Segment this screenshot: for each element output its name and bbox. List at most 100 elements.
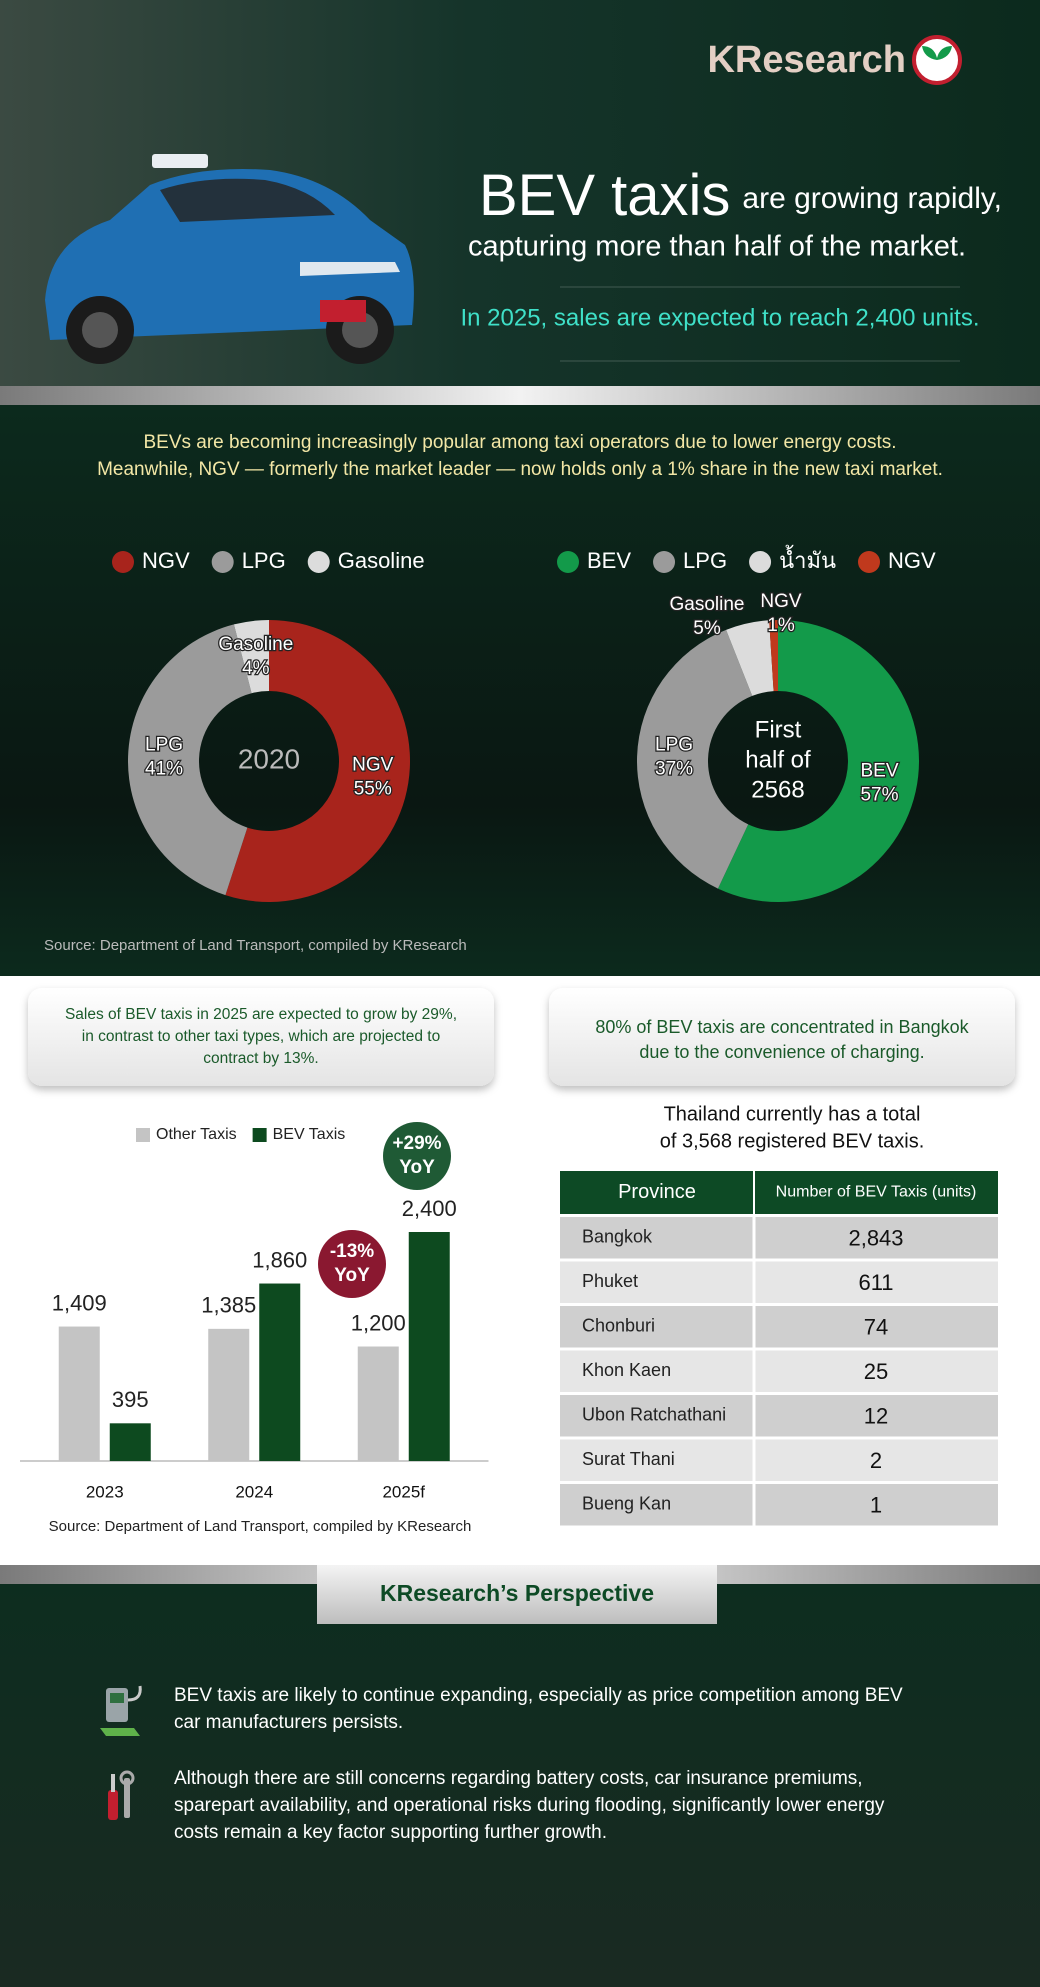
tools-icon xyxy=(108,1770,135,1820)
perspective-text: sparepart availability, and operational … xyxy=(174,1795,885,1816)
table-title: Thailand currently has a total xyxy=(664,1103,921,1125)
title-bold: BEV taxis xyxy=(479,163,730,228)
annotation-text: -13% xyxy=(330,1241,374,1262)
donut-slice xyxy=(717,620,920,902)
table-header-cell: Province xyxy=(618,1181,696,1203)
legend-swatch xyxy=(112,551,134,573)
slice-value: 4% xyxy=(242,658,270,679)
legend-label: LPG xyxy=(683,548,727,573)
annotation-bubble xyxy=(318,1230,386,1298)
slice-label: NGV xyxy=(760,591,802,612)
callout-box xyxy=(549,988,1015,1086)
value-label: 1,200 xyxy=(351,1310,406,1335)
center-label: 2020 xyxy=(238,743,300,774)
divider xyxy=(0,386,1040,405)
table-cell: 12 xyxy=(864,1404,888,1429)
table-header-cell: Number of BEV Taxis (units) xyxy=(776,1184,977,1201)
legend-swatch xyxy=(211,551,234,573)
table-row xyxy=(560,1439,998,1481)
table-cell: Chonburi xyxy=(582,1316,655,1336)
table-cell: Ubon Ratchathani xyxy=(582,1405,726,1425)
center-label: half of xyxy=(745,746,811,773)
value-label: 2,400 xyxy=(402,1196,457,1221)
x-tick-label: 2024 xyxy=(235,1482,273,1501)
slice-value: 41% xyxy=(145,759,183,780)
callout-text: 80% of BEV taxis are concentrated in Ban… xyxy=(595,1017,969,1037)
car-illustration xyxy=(45,154,414,364)
legend-swatch xyxy=(653,551,676,573)
slice-label: NGV xyxy=(352,754,394,775)
title-line: capturing more than half of the market. xyxy=(468,231,966,263)
table-cell: 74 xyxy=(864,1315,888,1340)
x-tick-label: 2025f xyxy=(382,1482,425,1501)
slice-label: Gasoline xyxy=(218,634,293,655)
legend-label: BEV Taxis xyxy=(273,1126,346,1143)
value-label: 1,385 xyxy=(201,1293,256,1318)
tab xyxy=(317,1565,717,1624)
annotation-bubble xyxy=(383,1122,451,1190)
bar xyxy=(208,1328,250,1461)
legend-swatch xyxy=(858,551,880,573)
logo-icon xyxy=(912,35,962,85)
table-cell: 2,843 xyxy=(848,1226,903,1251)
logo-text: KResearch xyxy=(707,39,906,81)
table-cell: 25 xyxy=(864,1359,888,1384)
legend-label: Gasoline xyxy=(338,548,425,573)
perspective-text: BEV taxis are likely to continue expandi… xyxy=(174,1685,903,1706)
donut-slice xyxy=(233,620,269,694)
slice-value: 57% xyxy=(860,785,898,806)
table-title: of 3,568 registered BEV taxis. xyxy=(660,1130,925,1152)
callout-text: Sales of BEV taxis in 2025 are expected … xyxy=(65,1006,457,1023)
intro-text: Meanwhile, NGV — formerly the market lea… xyxy=(97,459,943,480)
bar xyxy=(259,1283,301,1461)
annotation-text: +29% xyxy=(392,1133,441,1154)
table-row xyxy=(560,1217,998,1259)
legend-label: น้ำมัน xyxy=(779,545,836,573)
bar xyxy=(408,1232,450,1461)
legend-label: BEV xyxy=(587,548,631,573)
callout-text: contract by 13%. xyxy=(203,1050,318,1067)
donut-slice xyxy=(127,624,252,896)
value-label: 1,860 xyxy=(252,1247,307,1272)
callout-text: in contrast to other taxi types, which a… xyxy=(82,1028,440,1045)
charger-icon xyxy=(100,1685,142,1736)
slice-label: Gasoline xyxy=(670,594,745,615)
table-row xyxy=(560,1395,998,1437)
bar xyxy=(58,1326,100,1461)
legend-swatch xyxy=(136,1128,150,1142)
table-row xyxy=(560,1306,998,1348)
table-header xyxy=(560,1171,998,1214)
source: Source: Department of Land Transport, co… xyxy=(44,937,467,954)
slice-value: 1% xyxy=(767,615,795,636)
slice-value: 55% xyxy=(354,778,392,799)
center-label: First xyxy=(755,716,802,743)
perspective-text: car manufacturers persists. xyxy=(174,1712,403,1733)
section-title: KResearch’s Perspective xyxy=(380,1580,654,1606)
legend-label: LPG xyxy=(242,548,286,573)
table-row xyxy=(560,1350,998,1392)
table-row xyxy=(560,1261,998,1303)
table-row xyxy=(560,1484,998,1526)
table-cell: Surat Thani xyxy=(582,1449,675,1469)
slice-value: 37% xyxy=(655,759,693,780)
callout-box xyxy=(28,988,494,1086)
callout-text: due to the convenience of charging. xyxy=(639,1042,924,1062)
slice-label: LPG xyxy=(145,735,183,756)
bar xyxy=(109,1423,151,1461)
value-label: 395 xyxy=(112,1387,149,1412)
bar xyxy=(357,1346,399,1461)
table-cell: Bueng Kan xyxy=(582,1494,671,1514)
x-tick-label: 2023 xyxy=(86,1482,124,1501)
slice-label: BEV xyxy=(860,761,898,782)
slice-label: LPG xyxy=(655,735,693,756)
slice-value: 5% xyxy=(693,618,721,639)
table-cell: 611 xyxy=(858,1270,893,1295)
legend-swatch xyxy=(252,1128,267,1142)
section-bg xyxy=(0,1584,1040,1987)
donut-slice xyxy=(769,620,778,692)
donut-slice xyxy=(726,620,774,696)
table-cell: 1 xyxy=(870,1493,882,1518)
subtitle: In 2025, sales are expected to reach 2,4… xyxy=(460,304,979,331)
